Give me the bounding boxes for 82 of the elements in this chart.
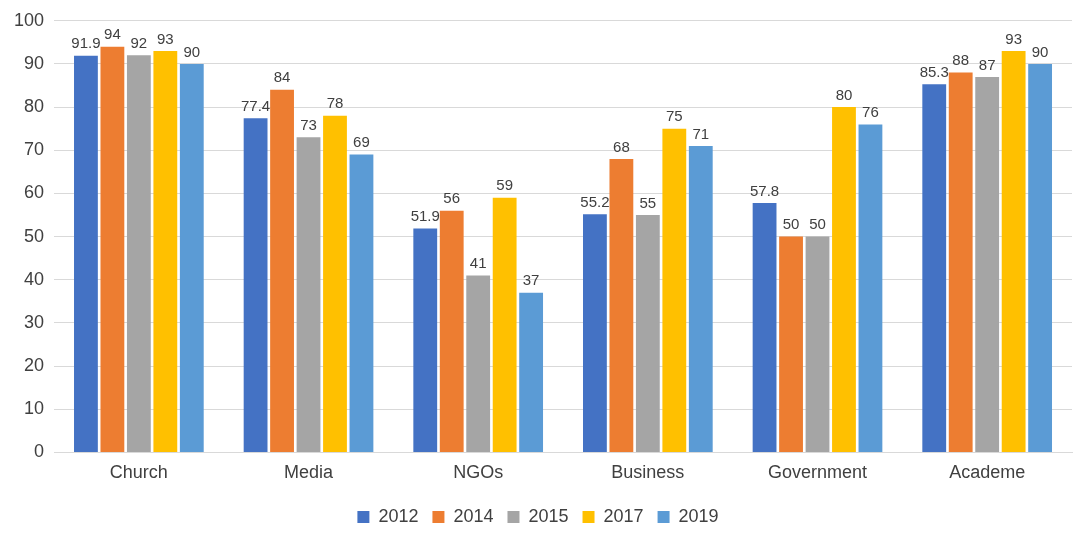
bar (243, 118, 268, 452)
bar (349, 154, 374, 452)
data-label: 57.8 (749, 181, 780, 199)
data-label: 76 (862, 103, 879, 121)
bar (126, 55, 151, 452)
y-tick-label: 70 (24, 139, 45, 160)
bar (975, 76, 1000, 452)
legend-label: 2019 (678, 505, 719, 526)
bar (1001, 51, 1026, 452)
data-label: 92 (130, 33, 148, 51)
y-tick-label: 0 (34, 441, 45, 462)
x-tick-label: NGOs (453, 462, 504, 483)
data-label: 94 (104, 25, 121, 43)
data-label: 55.2 (580, 192, 610, 210)
data-label: 41 (469, 254, 487, 272)
data-label: 51.9 (410, 207, 440, 225)
y-tick-label: 20 (24, 355, 45, 376)
bar (179, 63, 204, 452)
bar (74, 55, 98, 452)
bar (805, 236, 830, 452)
bar (832, 107, 856, 452)
data-label: 68 (613, 137, 630, 155)
data-label: 78 (326, 94, 344, 112)
bar (519, 292, 544, 452)
y-tick-label: 60 (24, 182, 45, 203)
bar (413, 228, 438, 452)
data-label: 75 (665, 107, 683, 125)
data-label: 56 (443, 189, 461, 207)
bar (609, 158, 634, 452)
y-tick-label: 90 (24, 52, 45, 73)
data-label: 93 (156, 29, 174, 47)
data-label: 87 (978, 55, 996, 73)
bar (688, 145, 713, 452)
data-label: 90 (183, 42, 201, 60)
bar (492, 197, 517, 452)
bar (583, 214, 607, 452)
data-label: 90 (1031, 42, 1049, 60)
bar (635, 215, 660, 452)
x-tick-label: Academe (949, 462, 1026, 483)
y-tick-label: 50 (24, 225, 45, 246)
data-label: 59 (496, 176, 513, 194)
data-label: 77.4 (240, 96, 271, 114)
y-tick-label: 80 (24, 96, 45, 117)
data-label: 55 (639, 193, 657, 211)
y-tick-label: 10 (24, 398, 45, 419)
x-tick-label: Government (767, 462, 868, 483)
data-label: 73 (300, 115, 317, 133)
data-label: 80 (835, 85, 853, 103)
data-label: 84 (273, 68, 291, 86)
bar (466, 275, 491, 452)
bar (439, 210, 464, 452)
legend-label: 2014 (453, 505, 494, 526)
bar (779, 236, 803, 452)
y-tick-label: 40 (24, 268, 45, 289)
bar (662, 128, 687, 452)
y-tick-label: 30 (24, 311, 45, 332)
legend-label: 2017 (603, 505, 644, 526)
data-label: 91.9 (71, 34, 101, 52)
bar (922, 84, 947, 452)
data-label: 37 (522, 271, 540, 289)
data-label: 50 (809, 215, 826, 233)
data-label: 69 (353, 133, 370, 151)
bar (1028, 63, 1053, 452)
bar (153, 51, 178, 452)
data-label: 88 (952, 51, 970, 69)
bar (270, 89, 294, 452)
x-tick-label: Business (611, 462, 685, 483)
data-label: 85.3 (919, 62, 949, 80)
data-label: 50 (782, 215, 800, 233)
x-tick-label: Media (284, 462, 335, 483)
bar (100, 46, 125, 452)
legend-label: 2012 (378, 505, 419, 526)
bar (296, 137, 321, 452)
legend-label: 2015 (528, 505, 569, 526)
data-label: 71 (692, 124, 710, 142)
bar (858, 124, 883, 452)
y-tick-label: 100 (13, 9, 45, 30)
bar (752, 202, 777, 452)
bar (948, 72, 973, 452)
x-tick-label: Church (109, 462, 168, 483)
data-label: 93 (1005, 29, 1022, 47)
bar (323, 115, 347, 452)
